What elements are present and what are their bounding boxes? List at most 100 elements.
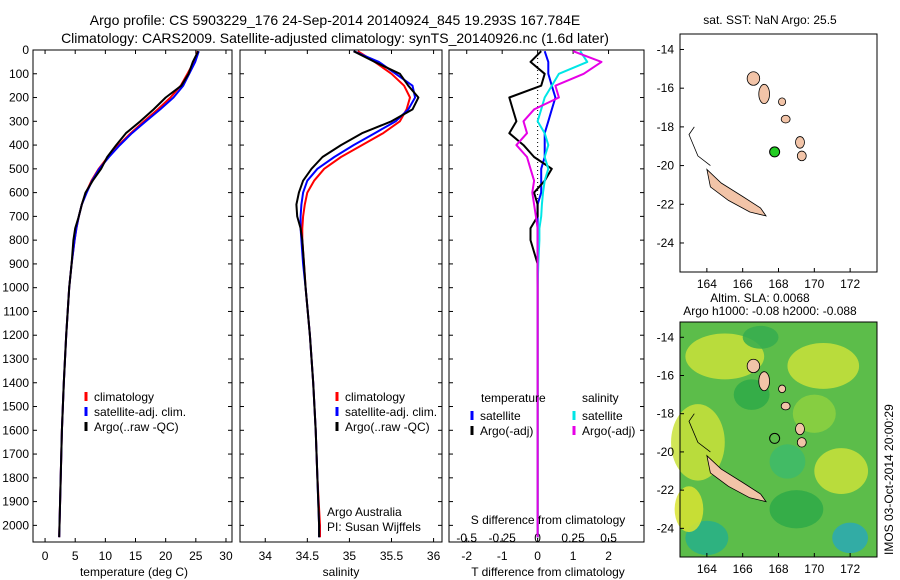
s-tick-label: 0.5: [600, 531, 617, 545]
salinity-panel: 34 34.5 35 35.5 36 climatologysatellite-adj. …: [239, 49, 443, 563]
y-tick-label: 1400: [2, 376, 29, 390]
y-tick-label: -16: [657, 81, 675, 95]
legend-label: satellite-adj. clim.: [94, 405, 186, 419]
x-tick-label: 172: [840, 277, 860, 291]
sst-map-panel: 164 166 168 170 172 -14 -16 -18 -20 -22 -24: [657, 33, 878, 291]
y-tick-label: 1000: [2, 281, 29, 295]
pi-label: PI: Susan Wijffels: [327, 520, 421, 534]
difference-panel: -2 -1 0 1 2 -0.5 -0.25 0 0.25 0.5 temperature salin…: [448, 49, 645, 563]
series-line-argo-raw-qc-: [58, 50, 200, 538]
legend-label: Argo(-adj): [582, 424, 635, 438]
y-tick-label: 1700: [2, 447, 29, 461]
argo-position-marker: [769, 146, 781, 158]
y-tick-label: -24: [657, 521, 675, 535]
y-tick-label: -22: [657, 483, 675, 497]
plot-frame: [239, 49, 443, 543]
x-tick-label: -2: [461, 549, 472, 563]
sla-title-line-2: Argo h1000: -0.08 h2000: -0.088: [683, 304, 857, 318]
argo-australia-label: Argo Australia: [327, 505, 402, 519]
x-tick-label: 1: [570, 549, 577, 563]
title-line-1: Argo profile: CS 5903229_176 24-Sep-2014…: [90, 12, 580, 28]
x-tick-label: 36: [427, 549, 441, 563]
y-tick-label: 600: [9, 186, 29, 200]
y-tick-label: -14: [657, 42, 675, 56]
y-tick-label: -22: [657, 197, 675, 211]
island-shape: [758, 371, 770, 392]
difference-xlabel: T difference from climatology: [471, 565, 625, 579]
sla-map-panel: 164 166 168 170 172 -14 -16 -18 -20 -22 -24: [657, 321, 878, 576]
y-tick-label: 1600: [2, 423, 29, 437]
legend-title-salinity: salinity: [582, 391, 619, 405]
x-tick-label: 170: [804, 277, 824, 291]
s-tick-label: 0.25: [561, 531, 585, 545]
legend-label: climatology: [345, 390, 405, 404]
series-line-climatology: [58, 50, 199, 538]
y-tick-label: 900: [9, 257, 29, 271]
s-tick-label: 0: [534, 531, 541, 545]
legend-label: Argo(-adj): [480, 424, 533, 438]
argo-position-marker: [769, 432, 781, 444]
x-tick-label: 35.5: [380, 549, 404, 563]
x-tick-label: 0: [42, 549, 49, 563]
island-shape: [778, 97, 787, 106]
island-shape: [795, 422, 805, 436]
x-tick-label: 25: [189, 549, 203, 563]
y-tick-label: 1800: [2, 471, 29, 485]
sla-anomaly-patch: [742, 325, 779, 349]
new-caledonia-shape: [706, 168, 767, 217]
s-tick-label: -0.25: [489, 531, 517, 545]
temperature-panel: 0 5 10 15 20 25 300100200300400500600700800900…: [2, 43, 233, 563]
timestamp-side-label: IMOS 03-Oct-2014 20:00:29: [882, 404, 896, 555]
x-tick-label: 168: [768, 277, 788, 291]
x-tick-label: 34: [259, 549, 273, 563]
y-tick-label: 1100: [3, 304, 29, 318]
sla-anomaly-patch: [769, 490, 824, 529]
legend-title-temperature: temperature: [481, 391, 546, 405]
y-tick-label: 1300: [2, 352, 29, 366]
x-tick-label: 164: [697, 277, 717, 291]
x-tick-label: 170: [804, 562, 824, 576]
series-line-salinity-argo-adj-: [515, 50, 603, 538]
island-shape: [746, 71, 761, 86]
sla-anomaly-patch: [792, 394, 836, 433]
salinity-xlabel: salinity: [323, 565, 360, 579]
series-line-salinity-satellite: [536, 50, 589, 538]
series-line-climatology: [301, 50, 411, 538]
plot-frame: [448, 49, 645, 543]
x-tick-label: 164: [697, 562, 717, 576]
island-shape: [778, 384, 787, 394]
y-tick-label: 1900: [2, 495, 29, 509]
difference-xlabel-top: S difference from climatology: [471, 513, 626, 527]
y-tick-label: -20: [657, 159, 675, 173]
island-shape: [780, 114, 791, 124]
series-line-temperature-argo-adj-: [508, 50, 553, 538]
x-tick-label: 168: [768, 562, 788, 576]
y-tick-label: -24: [657, 236, 675, 250]
y-tick-label: 700: [9, 209, 29, 223]
island-shape: [795, 136, 805, 149]
sst-map-title: sat. SST: NaN Argo: 25.5: [703, 13, 837, 27]
reef-outline: [688, 126, 711, 166]
legend-label: Argo(..raw -QC): [345, 420, 430, 434]
sla-anomaly-patch: [814, 448, 869, 494]
y-tick-label: 1200: [2, 328, 29, 342]
y-tick-label: 300: [9, 114, 29, 128]
series-line-argo-raw-qc-: [295, 50, 420, 538]
y-tick-label: 0: [22, 43, 29, 57]
sla-anomaly-patch: [685, 520, 729, 556]
island-shape: [796, 150, 807, 162]
x-tick-label: 166: [733, 277, 753, 291]
plot-frame: [32, 49, 233, 543]
y-tick-label: 2000: [2, 518, 29, 532]
y-tick-label: -18: [657, 407, 675, 421]
title-line-2: Climatology: CARS2009. Satellite-adjuste…: [61, 30, 609, 46]
x-tick-label: 10: [99, 549, 113, 563]
x-tick-label: 20: [159, 549, 173, 563]
new-caledonia-shape: [706, 454, 767, 503]
x-tick-label: 172: [840, 562, 860, 576]
y-tick-label: 200: [9, 91, 29, 105]
y-tick-label: 800: [9, 233, 29, 247]
y-tick-label: -18: [657, 120, 675, 134]
series-line-satellite-adj-clim-: [58, 50, 200, 538]
legend-label: Argo(..raw -QC): [94, 420, 179, 434]
